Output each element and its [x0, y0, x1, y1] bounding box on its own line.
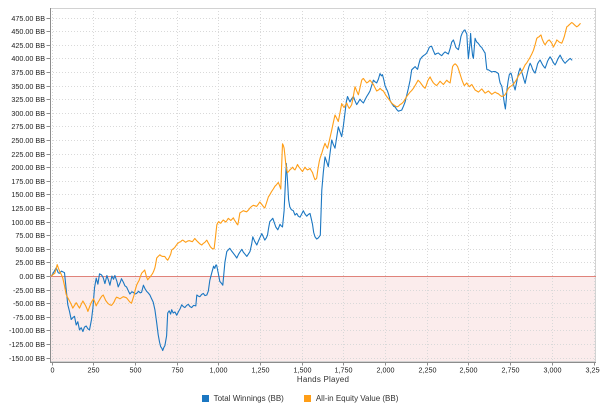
x-tick-label: 2,250	[419, 366, 437, 375]
y-tick-label: 125.00 BB	[11, 204, 45, 213]
y-tick-label: 175.00 BB	[11, 177, 45, 186]
y-tick-label: 100.00 BB	[11, 218, 45, 227]
y-tick-label: 375.00 BB	[11, 68, 45, 77]
y-tick-label: -50.00 BB	[13, 299, 45, 308]
legend-label-total-winnings: Total Winnings (BB)	[213, 394, 284, 403]
legend-chip-allin-equity-icon	[303, 395, 311, 402]
x-tick-label: 1,750	[335, 366, 353, 375]
chart-svg: 475.00 BB 450.00 BB 425.00 BB 400.00 BB 375.…	[9, 8, 600, 375]
y-tick-label: 275.00 BB	[11, 122, 45, 131]
y-tick-label: 0.00 BB	[19, 272, 45, 281]
x-tick-label: 2,500	[460, 366, 478, 375]
series-line-total-winnings	[50, 29, 573, 352]
legend-item-total-winnings: Total Winnings (BB)	[201, 394, 284, 403]
x-tick-label: 2,750	[502, 366, 520, 375]
y-tick-label: 200.00 BB	[11, 163, 45, 172]
x-tick-label: 250	[88, 366, 100, 375]
legend-chip-total-winnings-icon	[201, 395, 209, 402]
y-tick-label: -25.00 BB	[13, 286, 45, 295]
y-tick-label: 325.00 BB	[11, 95, 45, 104]
x-tick-label: 750	[172, 366, 184, 375]
y-tick-label: 350.00 BB	[11, 82, 45, 91]
x-tick-label: 3,250	[586, 366, 600, 375]
y-tick-label: 400.00 BB	[11, 54, 45, 63]
x-axis-title: Hands Played	[296, 375, 350, 384]
x-tick-label: 0	[51, 366, 55, 375]
y-tick-label: 250.00 BB	[11, 136, 45, 145]
x-tick-label: 1,250	[252, 366, 270, 375]
x-tick-label: 2,000	[377, 366, 395, 375]
x-tick-label: 1,000	[210, 366, 228, 375]
y-tick-label: 25.00 BB	[15, 258, 45, 267]
legend-label-allin-equity: All-in Equity Value (BB)	[315, 394, 399, 403]
y-tick-label: -75.00 BB	[13, 313, 45, 322]
y-tick-label: 450.00 BB	[11, 27, 45, 36]
y-tick-label: 50.00 BB	[15, 245, 45, 254]
y-tick-label: 150.00 BB	[11, 190, 45, 199]
negative-region	[50, 276, 596, 362]
x-tick-label: 500	[130, 366, 142, 375]
y-tick-label: 475.00 BB	[11, 14, 45, 23]
y-tick-label: 300.00 BB	[11, 109, 45, 118]
y-tick-label: -150.00 BB	[9, 354, 45, 363]
series-line-allin-equity	[50, 21, 581, 312]
chart-legend: Total Winnings (BB) All-in Equity Value …	[0, 394, 600, 403]
y-tick-label: 425.00 BB	[11, 41, 45, 50]
y-tick-label: -125.00 BB	[9, 340, 45, 349]
x-tick-label: 3,000	[544, 366, 562, 375]
legend-item-allin-equity: All-in Equity Value (BB)	[303, 394, 399, 403]
y-tick-label: -100.00 BB	[9, 326, 45, 335]
y-tick-label: 225.00 BB	[11, 150, 45, 159]
x-tick-label: 1,500	[294, 366, 312, 375]
y-tick-label: 75.00 BB	[15, 231, 45, 240]
